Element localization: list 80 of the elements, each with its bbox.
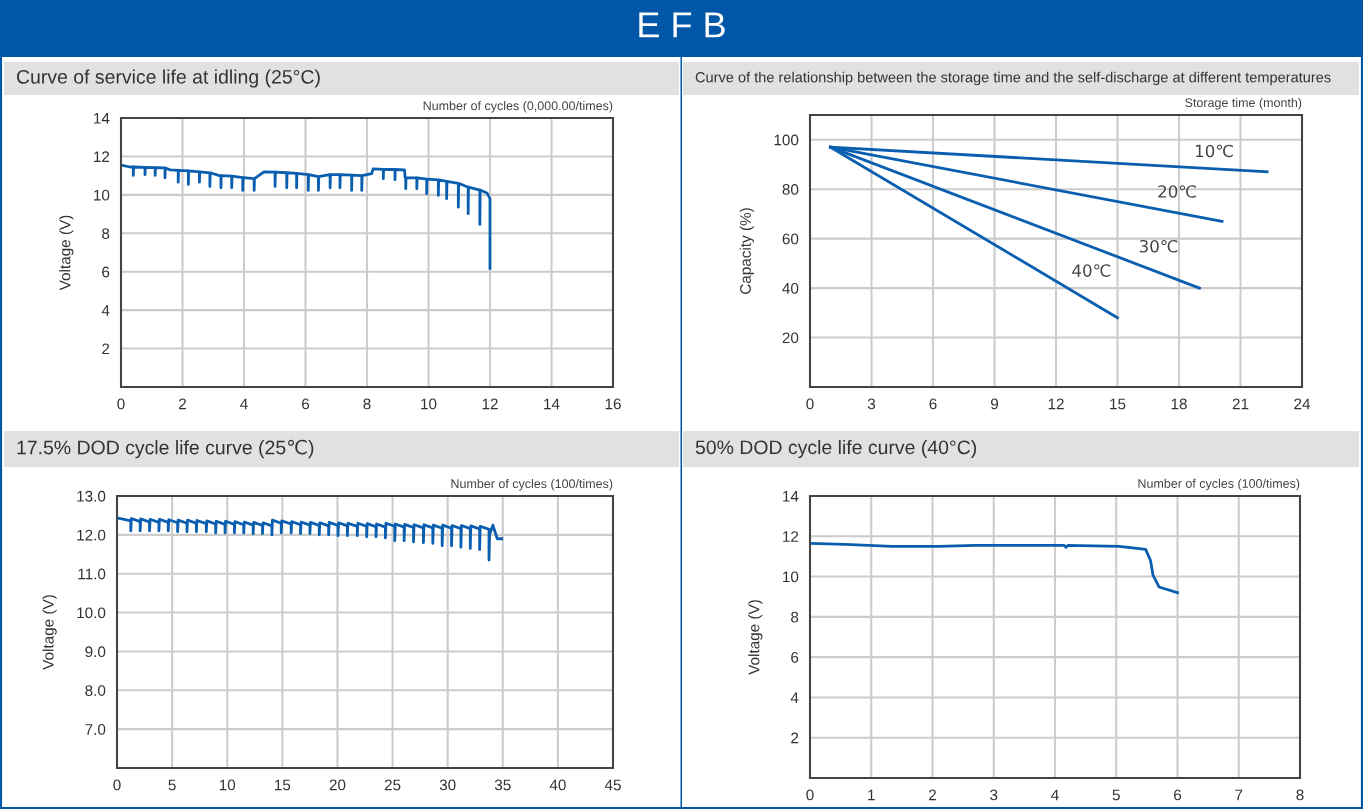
- y-tick-label: 10: [783, 571, 799, 583]
- y-tick-label: 2: [102, 343, 110, 355]
- x-tick-label: 0: [113, 779, 121, 791]
- y-tick-label: 12: [94, 151, 110, 162]
- x-tick-label: 8: [363, 398, 371, 410]
- y-tick-label: 100: [774, 134, 799, 146]
- y-tick-label: 7.0: [85, 724, 106, 735]
- y-tick-label: 60: [782, 233, 799, 245]
- x-tick-label: 0: [117, 398, 125, 410]
- y-tick-label: 10: [94, 189, 110, 201]
- y-axis-title: Voltage (V): [748, 600, 763, 675]
- x-tick-label: 6: [929, 398, 937, 410]
- x-axis-title: Number of cycles (100/times): [1138, 478, 1300, 491]
- x-tick-label: 8: [1296, 789, 1304, 801]
- series-label: 40℃: [1072, 264, 1111, 277]
- x-tick-label: 40: [549, 779, 566, 791]
- y-tick-label: 14: [783, 491, 799, 502]
- x-tick-label: 21: [1232, 398, 1249, 410]
- chart-title: 17.5% DOD cycle life curve (25℃): [17, 439, 314, 459]
- x-tick-label: 15: [275, 779, 291, 791]
- x-tick-label: 24: [1294, 398, 1311, 410]
- chart-title: 50% DOD cycle life curve (40°C): [695, 439, 977, 459]
- y-tick-label: 12.0: [77, 529, 106, 541]
- chart-title: Curve of service life at idling (25°C): [16, 69, 320, 88]
- x-tick-label: 4: [240, 398, 248, 410]
- x-tick-label: 18: [1171, 398, 1187, 410]
- y-axis-title: Voltage (V): [59, 215, 74, 291]
- y-tick-label: 6: [791, 652, 799, 663]
- x-tick-label: 0: [806, 398, 814, 410]
- x-tick-label: 25: [384, 779, 401, 791]
- x-tick-label: 16: [605, 398, 621, 410]
- y-tick-label: 12: [783, 531, 799, 542]
- x-tick-label: 6: [1174, 789, 1182, 801]
- y-tick-label: 13.0: [77, 490, 106, 502]
- x-tick-label: 4: [1051, 789, 1059, 801]
- y-tick-label: 8: [791, 611, 799, 623]
- x-tick-label: 10: [421, 398, 437, 410]
- x-tick-label: 7: [1235, 789, 1243, 801]
- series-label: 10℃: [1195, 144, 1233, 158]
- x-tick-label: 0: [806, 789, 814, 801]
- x-tick-label: 6: [302, 398, 310, 410]
- y-tick-label: 2: [791, 732, 799, 744]
- y-tick-label: 8: [102, 228, 110, 239]
- x-tick-label: 3: [867, 398, 876, 410]
- y-tick-label: 6: [102, 266, 110, 278]
- x-tick-label: 5: [1112, 789, 1120, 801]
- x-tick-label: 15: [1110, 398, 1126, 410]
- x-tick-label: 45: [604, 779, 621, 791]
- x-tick-label: 12: [1048, 398, 1064, 410]
- x-axis-title: Number of cycles (0,000.00/times): [423, 100, 613, 113]
- x-tick-label: 2: [179, 398, 186, 410]
- x-axis-title: Storage time (month): [1185, 97, 1302, 110]
- series-label: 30℃: [1139, 239, 1178, 253]
- y-tick-label: 8.0: [85, 685, 106, 696]
- x-tick-label: 1: [868, 789, 875, 801]
- y-tick-label: 20: [782, 332, 799, 344]
- x-tick-label: 10: [219, 779, 236, 791]
- y-tick-label: 14: [94, 113, 110, 124]
- text: E F B: [639, 12, 725, 38]
- y-tick-label: 9.0: [85, 646, 106, 658]
- x-tick-label: 2: [929, 789, 936, 801]
- x-axis-title: Number of cycles (100/times): [451, 478, 613, 491]
- x-tick-label: 12: [482, 398, 498, 410]
- x-tick-label: 30: [439, 779, 456, 791]
- chart-title: Curve of the relationship between the storage time and the self-discharge at different temperatures: [695, 71, 1331, 86]
- y-axis-title: Voltage (V): [42, 595, 57, 670]
- x-tick-label: 35: [494, 779, 511, 791]
- x-tick-label: 14: [544, 398, 560, 410]
- y-tick-label: 4: [790, 692, 799, 703]
- x-tick-label: 5: [168, 779, 176, 791]
- y-tick-label: 40: [782, 282, 799, 294]
- y-tick-label: 80: [782, 184, 799, 195]
- y-tick-label: 11.0: [78, 568, 106, 580]
- y-axis-title: Capacity (%): [739, 208, 754, 294]
- x-tick-label: 20: [329, 779, 346, 791]
- x-tick-label: 9: [990, 398, 999, 410]
- x-tick-label: 3: [990, 789, 998, 801]
- y-tick-label: 10.0: [77, 607, 106, 619]
- series-label: 20℃: [1158, 185, 1196, 198]
- y-tick-label: 4: [101, 305, 110, 316]
